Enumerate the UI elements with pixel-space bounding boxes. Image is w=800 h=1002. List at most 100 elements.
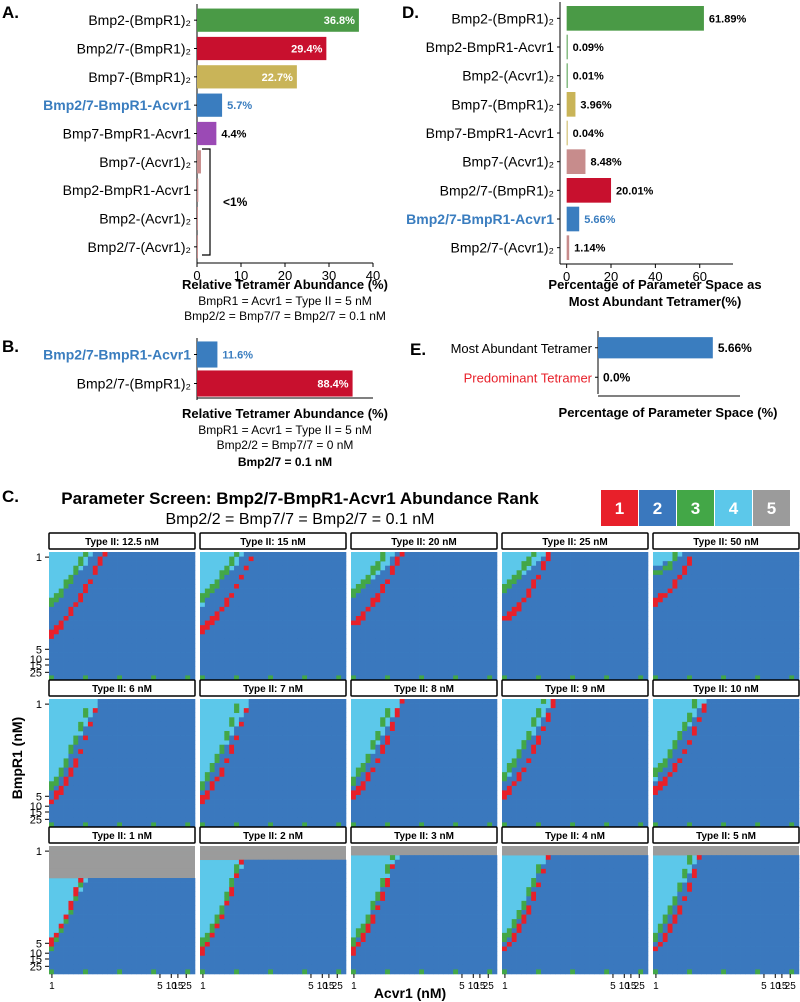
heatmap-cell: [589, 565, 595, 571]
heatmap-cell: [409, 634, 415, 640]
heatmap-cell: [769, 620, 775, 626]
heatmap-cell: [165, 749, 171, 755]
heatmap-cell: [726, 602, 732, 608]
heatmap-cell: [613, 593, 620, 599]
heatmap-cell: [107, 552, 113, 557]
heatmap-cell: [633, 584, 639, 589]
heatmap-cell: [117, 652, 123, 658]
heatmap-cell: [448, 666, 454, 672]
heatmap-cell: [131, 721, 137, 727]
heatmap-cell: [126, 726, 133, 732]
heatmap-cell: [131, 602, 137, 608]
heatmap-cell: [180, 675, 186, 681]
heatmap-cell: [575, 625, 581, 631]
heatmap-cell: [78, 620, 84, 626]
heatmap-cell: [565, 574, 571, 580]
heatmap-cell: [219, 602, 225, 608]
heatmap-cell: [180, 602, 186, 608]
heatmap-cell: [102, 753, 108, 759]
heatmap-cell: [136, 593, 142, 599]
heatmap-cell: [467, 593, 473, 599]
bar: [566, 34, 568, 60]
heatmap-cell: [404, 657, 410, 663]
heatmap-cell: [326, 648, 332, 653]
heatmap-cell: [248, 657, 254, 663]
heatmap-cell: [726, 657, 732, 663]
category-label: Bmp2/7-(Acvr1)₂: [88, 239, 191, 255]
heatmap-cell: [623, 643, 629, 649]
heatmap-cell: [165, 817, 171, 823]
heatmap-cell: [87, 822, 94, 828]
heatmap-cell: [550, 670, 556, 676]
heatmap-cell: [307, 657, 313, 663]
heatmap-cell: [112, 670, 118, 676]
heatmap-cell: [151, 717, 157, 723]
heatmap-cell: [560, 638, 566, 644]
heatmap-cell: [204, 606, 211, 612]
heatmap-cell: [545, 670, 551, 676]
heatmap-cell: [273, 597, 279, 603]
heatmap-cell: [49, 648, 55, 653]
heatmap-cell: [331, 625, 337, 631]
heatmap-cell: [414, 556, 420, 562]
heatmap-cell: [682, 634, 688, 640]
heatmap-cell: [336, 597, 342, 603]
heatmap-cell: [453, 616, 459, 621]
heatmap-cell: [633, 629, 639, 635]
heatmap-cell: [584, 588, 590, 594]
heatmap-cell: [180, 726, 186, 732]
heatmap-cell: [126, 634, 133, 640]
heatmap-cell: [165, 602, 171, 608]
heatmap-cell: [151, 804, 157, 810]
heatmap-cell: [399, 657, 405, 663]
heatmap-cell: [126, 574, 133, 580]
heatmap-cell: [579, 565, 586, 571]
heatmap-cell: [190, 606, 196, 612]
heatmap-cell: [424, 648, 430, 653]
heatmap-cell: [589, 616, 595, 621]
heatmap-cell: [156, 556, 162, 562]
heatmap-cell: [78, 735, 84, 741]
heatmap-cell: [677, 588, 683, 594]
heatmap-cell: [112, 620, 118, 626]
heatmap-cell: [292, 606, 298, 612]
heatmap-cell: [258, 611, 264, 617]
heatmap-cell: [160, 588, 167, 594]
heatmap-cell: [136, 721, 142, 727]
heatmap-cell: [662, 565, 668, 571]
heatmap-cell: [243, 666, 249, 672]
heatmap-cell: [570, 588, 576, 594]
heatmap-cell: [784, 561, 790, 567]
heatmap-cell: [146, 817, 152, 823]
heatmap-cell: [516, 579, 522, 585]
heatmap-cell: [784, 584, 790, 589]
heatmap-cell: [238, 565, 245, 571]
heatmap-cell: [394, 579, 400, 585]
heatmap-cell: [126, 625, 133, 631]
heatmap-cell: [638, 611, 644, 617]
heatmap-cell: [180, 744, 186, 750]
heatmap-cell: [141, 552, 147, 557]
heatmap-cell: [555, 666, 561, 672]
heatmap-cell: [360, 584, 366, 589]
heatmap-cell: [307, 652, 313, 658]
heatmap-cell: [531, 652, 537, 658]
heatmap-cell: [477, 552, 483, 557]
heatmap-cell: [219, 634, 225, 640]
heatmap-cell: [185, 588, 191, 594]
heatmap-cell: [545, 597, 551, 603]
heatmap-cell: [336, 661, 342, 667]
heatmap-cell: [458, 611, 464, 617]
heatmap-cell: [297, 574, 303, 580]
heatmap-cell: [599, 597, 605, 603]
heatmap-cell: [711, 611, 717, 617]
heatmap-cell: [414, 657, 420, 663]
legend-swatch: [601, 490, 638, 526]
heatmap-cell: [170, 552, 176, 557]
heatmap-cell: [716, 552, 722, 557]
heatmap-cell: [453, 638, 459, 644]
heatmap-cell: [545, 638, 551, 644]
heatmap-cell: [589, 629, 595, 635]
heatmap-cell: [331, 561, 337, 567]
heatmap-cell: [297, 675, 303, 681]
